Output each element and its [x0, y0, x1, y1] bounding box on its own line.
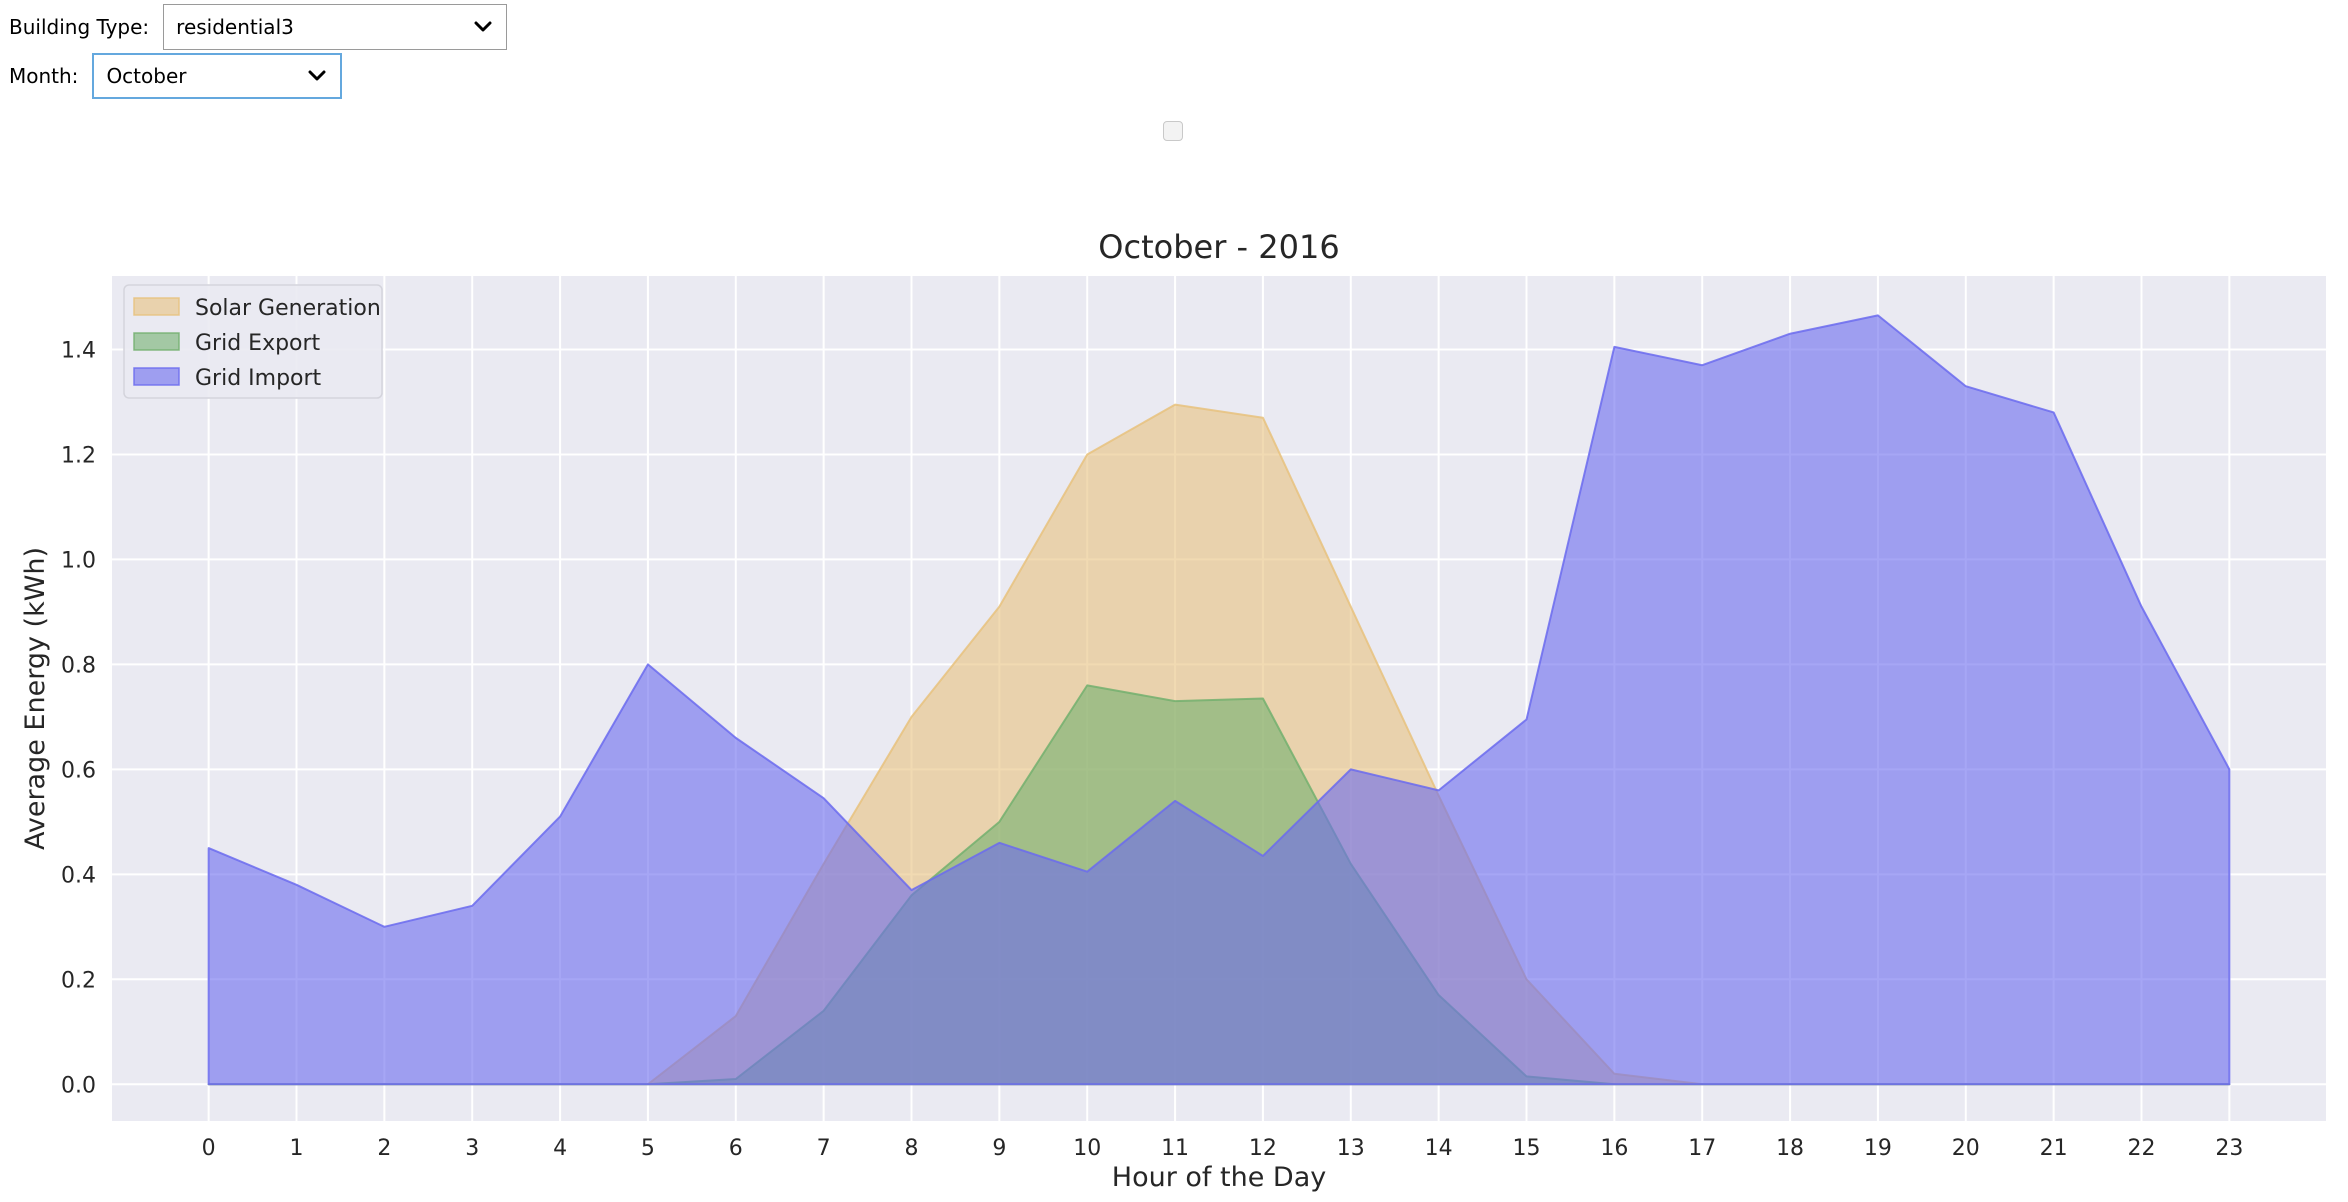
y-tick-label: 0.4: [61, 863, 96, 888]
legend-swatch: [133, 332, 180, 351]
x-tick-label: 3: [465, 1136, 479, 1161]
y-tick-label: 1.4: [61, 338, 96, 363]
x-tick-label: 10: [1073, 1136, 1101, 1161]
x-tick-label: 20: [1952, 1136, 1980, 1161]
legend-label: Grid Import: [195, 366, 322, 391]
month-row: Month: October: [9, 53, 343, 99]
y-tick-labels: 0.0 0.2 0.4 0.6 0.8 1.0 1.2 1.4: [61, 338, 96, 1098]
x-tick-label: 6: [729, 1136, 743, 1161]
series-areas: [207, 314, 2231, 1086]
x-tick-label: 18: [1776, 1136, 1804, 1161]
x-tick-labels: 0 1 2 3 4 5 6 7 8 9 10 11 12 13 14 15 16 17 18 19 20 21 22 23: [202, 1136, 2244, 1161]
x-tick-label: 19: [1864, 1136, 1892, 1161]
month-label: Month:: [9, 64, 79, 88]
y-tick-label: 0.0: [61, 1073, 96, 1098]
x-tick-label: 13: [1337, 1136, 1365, 1161]
legend-swatch: [133, 367, 180, 386]
x-tick-label: 1: [290, 1136, 304, 1161]
chart-legend: Solar Generation Grid Export Grid Import: [123, 284, 383, 399]
x-tick-label: 23: [2215, 1136, 2243, 1161]
x-tick-label: 11: [1161, 1136, 1189, 1161]
series-area-grid-import: [207, 314, 2231, 1086]
x-tick-label: 22: [2128, 1136, 2156, 1161]
building-type-label: Building Type:: [9, 15, 150, 39]
x-tick-label: 17: [1688, 1136, 1716, 1161]
x-tick-label: 5: [641, 1136, 655, 1161]
y-axis-label: Average Energy (kWh): [20, 547, 51, 850]
legend-box: [123, 284, 383, 399]
toggle-checkbox[interactable]: [1163, 121, 1183, 141]
y-tick-label: 0.8: [61, 653, 96, 678]
x-tick-label: 15: [1513, 1136, 1541, 1161]
building-type-select[interactable]: residential3: [163, 4, 508, 50]
building-type-value: residential3: [176, 15, 294, 39]
legend-swatch: [133, 297, 180, 316]
x-tick-label: 21: [2040, 1136, 2068, 1161]
chevron-down-icon: [308, 70, 326, 81]
x-tick-label: 8: [905, 1136, 919, 1161]
x-tick-label: 14: [1425, 1136, 1453, 1161]
month-value: October: [106, 64, 187, 88]
y-tick-label: 0.2: [61, 968, 96, 993]
x-tick-label: 12: [1249, 1136, 1277, 1161]
x-tick-label: 0: [202, 1136, 216, 1161]
legend-label: Grid Export: [195, 331, 321, 356]
x-tick-label: 2: [377, 1136, 391, 1161]
chart-title: October - 2016: [1098, 228, 1339, 266]
x-tick-label: 9: [992, 1136, 1006, 1161]
x-tick-label: 7: [817, 1136, 831, 1161]
y-tick-label: 1.2: [61, 443, 96, 468]
y-tick-label: 0.6: [61, 758, 96, 783]
legend-label: Solar Generation: [195, 296, 381, 321]
y-tick-label: 1.0: [61, 548, 96, 573]
month-select[interactable]: October: [92, 53, 343, 99]
chevron-down-icon: [474, 21, 492, 32]
x-tick-label: 4: [553, 1136, 567, 1161]
x-axis-label: Hour of the Day: [1112, 1162, 1326, 1193]
building-type-row: Building Type: residential3: [9, 4, 508, 50]
x-tick-label: 16: [1600, 1136, 1628, 1161]
